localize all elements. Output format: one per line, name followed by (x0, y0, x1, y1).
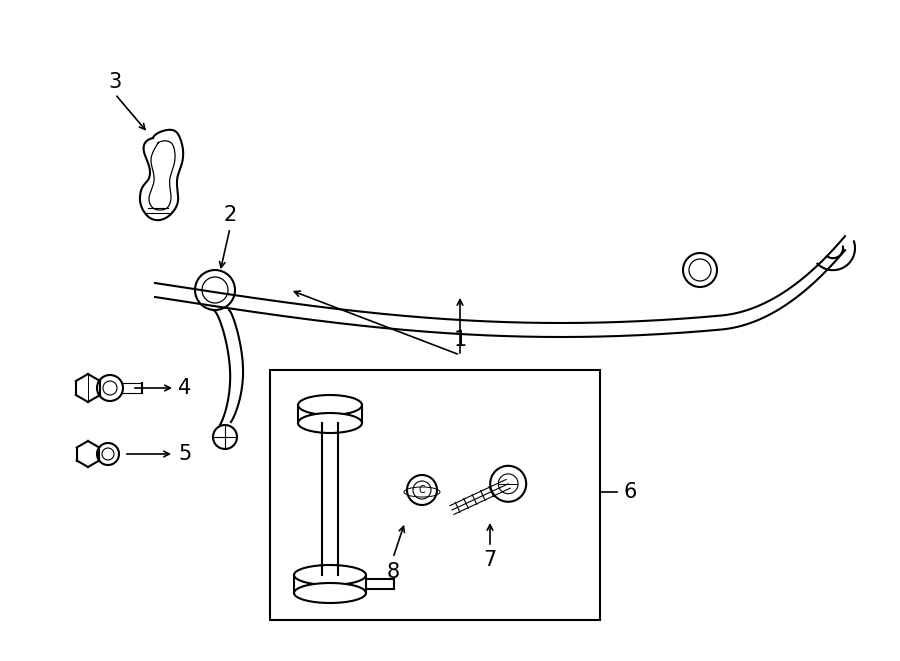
Text: 6: 6 (624, 482, 636, 502)
Text: C: C (418, 485, 426, 495)
Bar (270, 370, 600, 620)
Text: 4: 4 (178, 378, 192, 398)
Text: 2: 2 (223, 205, 237, 225)
Ellipse shape (298, 395, 362, 415)
Ellipse shape (294, 565, 366, 585)
Text: 7: 7 (483, 550, 497, 570)
Circle shape (413, 481, 431, 499)
Text: 5: 5 (178, 444, 192, 464)
Ellipse shape (407, 475, 437, 505)
Ellipse shape (294, 583, 366, 603)
Circle shape (491, 466, 526, 502)
Text: 3: 3 (108, 72, 122, 92)
Text: 8: 8 (386, 562, 400, 582)
Text: 1: 1 (454, 330, 466, 350)
Ellipse shape (298, 413, 362, 433)
